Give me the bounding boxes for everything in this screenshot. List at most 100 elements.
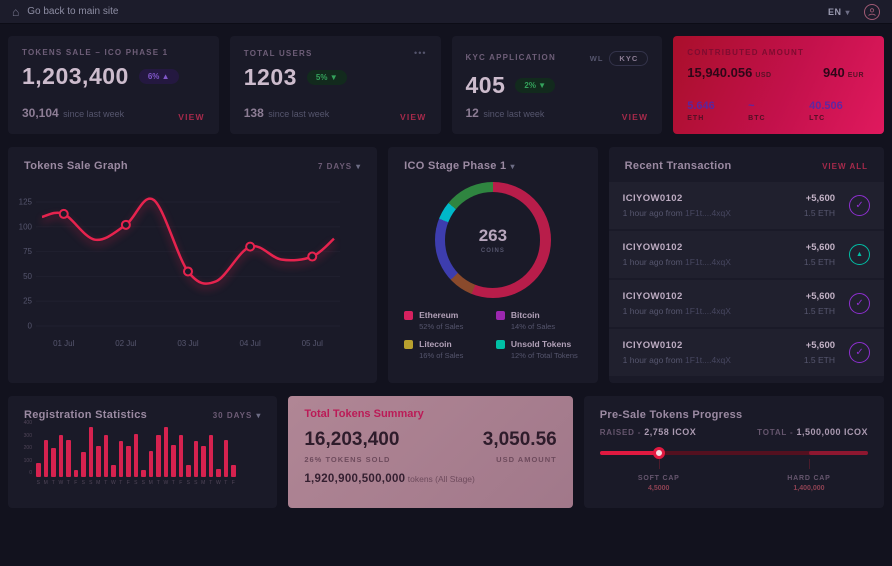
legend-name: Litecoin [419,339,452,349]
view-all-button[interactable]: VIEW ALL [822,161,869,171]
presale-progress-panel: Pre-Sale Tokens Progress RAISED - 2,758 … [583,396,884,508]
card-title: TOTAL USERS [243,48,313,58]
tokens-sold-value: 16,203,400 [304,429,400,450]
bar [156,427,161,477]
contributed-amount-card: CONTRIBUTED AMOUNT 15,940.056 USD 940 EUR … [673,36,884,134]
hard-cap-label: HARD CAP [787,475,831,482]
svg-text:04 Jul: 04 Jul [239,339,261,348]
trend-down-icon: ▼ [538,81,547,90]
tx-amount: +5,600 [805,340,836,351]
bar [58,427,63,477]
range-dropdown[interactable]: 30 DAYS [213,411,262,420]
chevron-down-icon [356,162,361,171]
language-label: EN [827,6,842,17]
language-selector[interactable]: EN [828,7,850,17]
trend-badge: 5% ▼ [306,70,347,85]
delta-value: 12 [465,106,479,120]
tokens-sale-value: 1,203,400 [22,63,129,89]
panel-title: Recent Transaction [624,160,732,172]
delta-note: since last week [268,109,330,119]
bar [43,427,48,477]
tx-hash: 1F1t....4xqX [685,355,731,365]
donut-legend: Ethereum 52% of Sales Bitcoin 14% of Sal… [388,298,598,360]
bar [66,427,71,477]
range-dropdown[interactable]: 7 DAYS [318,162,361,171]
bar [171,427,176,477]
tx-id: ICIYOW0102 [622,291,683,302]
bar [201,427,206,477]
bar [126,427,131,477]
tokens-sale-graph-panel: Tokens Sale Graph 7 DAYS 125 100 75 50 25 0 01… [8,147,378,383]
eth-amount: 5.646 [687,100,715,112]
chevron-down-icon [845,7,850,17]
transaction-row[interactable]: ICIYOW0102 1 hour ago from 1F1t....4xqX … [608,329,885,376]
panel-title: Registration Statistics [24,409,148,421]
transaction-row[interactable]: ICIYOW0102 1 hour ago from 1F1t....4xqX … [608,280,885,327]
more-menu-icon[interactable]: ••• [414,48,427,58]
transaction-row[interactable]: ICIYOW0102 1 hour ago from 1F1t....4xqX … [608,182,885,229]
trend-up-icon: ▲ [161,72,170,81]
tx-hash: 1F1t....4xqX [685,257,731,267]
legend-name: Ethereum [419,310,459,320]
stat-card-tokens-sale: TOKENS SALE – ICO PHASE 1 1,203,400 6% ▲… [8,36,219,134]
eth-triangle-icon: ▲ [849,244,871,265]
tx-time: 1 hour ago from [622,257,683,267]
bar [73,427,78,477]
view-button[interactable]: VIEW [178,112,205,122]
bar [163,427,168,477]
view-button[interactable]: VIEW [399,112,427,122]
slider-handle[interactable] [652,447,665,459]
ltc-amount: 40.506 [809,100,843,112]
card-title: KYC APPLICATION [465,52,556,62]
view-button[interactable]: VIEW [621,112,649,122]
chevron-down-icon [510,160,514,172]
total-tokens-unit: tokens [407,474,433,484]
bar [103,427,108,477]
tx-time: 1 hour ago from [622,355,683,365]
legend-swatch [495,340,505,349]
kyc-value: 405 [465,72,506,98]
coins-value: 263 [478,225,508,245]
bar [178,427,183,477]
tx-hash: 1F1t....4xqX [685,306,731,316]
card-title: CONTRIBUTED AMOUNT [687,48,805,57]
usd-amount-label: USD AMOUNT [496,455,557,464]
ico-stage-panel: ICO Stage Phase 1 263 COINS Ethereum 52%… [388,147,598,383]
avatar[interactable] [864,3,880,20]
coins-label: COINS [480,247,505,254]
svg-text:02 Jul: 02 Jul [115,339,137,348]
legend-swatch [404,311,414,320]
tx-eth: 1.5 ETH [803,257,836,267]
user-icon [868,7,876,16]
progress-slider[interactable] [599,447,868,469]
legend-item: Bitcoin 14% of Sales [495,310,582,331]
stat-cards-row: TOKENS SALE – ICO PHASE 1 1,203,400 6% ▲… [8,36,884,134]
stat-card-total-users: TOTAL USERS ••• 1203 5% ▼ 138 since last… [229,36,441,134]
legend-detail: 12% of Total Tokens [510,351,578,360]
total-tokens-note: (All Stage) [435,474,475,484]
bar [51,427,56,477]
legend-item: Litecoin 16% of Sales [404,339,490,360]
legend-detail: 14% of Sales [510,322,556,331]
total-users-value: 1203 [243,64,297,90]
transaction-row[interactable]: ICIYOW0102 1 hour ago from 1F1t....4xqX … [608,231,885,278]
bar [216,427,221,477]
delta-note: since last week [483,109,545,119]
stage-dropdown[interactable]: ICO Stage Phase 1 [404,160,515,172]
check-icon: ✓ [849,342,871,363]
wl-tab[interactable]: WL [589,54,604,63]
back-label: Go back to main site [27,6,119,17]
kyc-tab[interactable]: KYC [609,51,649,66]
bar-chart-bars [36,427,267,477]
bar [36,427,41,477]
tx-id: ICIYOW0102 [622,340,683,351]
legend-swatch [495,311,505,320]
check-icon: ✓ [849,195,871,216]
bar [141,427,146,477]
hard-cap-value: 1,400,000 [793,485,825,492]
check-icon: ✓ [849,293,871,314]
bar [193,427,198,477]
back-to-main-site-link[interactable]: Go back to main site [12,5,118,19]
topbar: Go back to main site EN [0,0,892,24]
tokens-sale-line-chart: 125 100 75 50 25 0 01 Jul 02 Jul 03 Jul 04 Jul 05 … [19,197,340,348]
